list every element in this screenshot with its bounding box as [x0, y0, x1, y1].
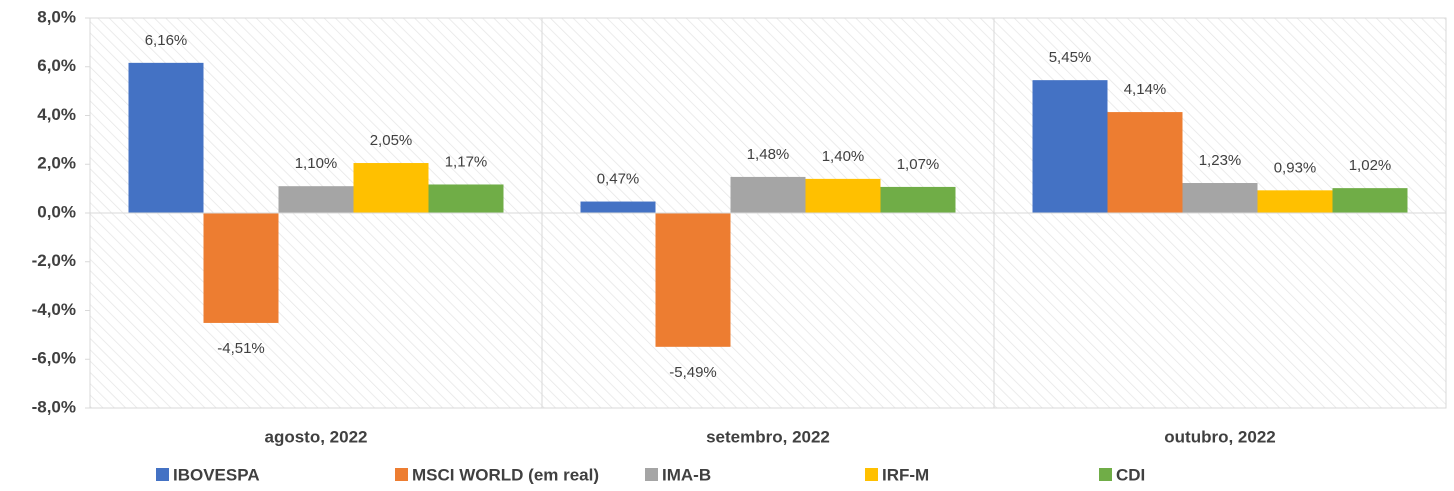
x-tick-label: agosto, 2022	[265, 427, 368, 446]
legend-label: IMA-B	[662, 465, 711, 484]
value-label: 6,16%	[145, 32, 188, 49]
x-tick-label: setembro, 2022	[706, 427, 830, 446]
bar	[1257, 190, 1333, 213]
bar	[730, 176, 806, 213]
bar	[428, 184, 504, 213]
bar	[1332, 188, 1408, 213]
y-tick-label: 4,0%	[37, 105, 76, 124]
y-tick-label: 2,0%	[37, 154, 76, 173]
legend-label: CDI	[1116, 465, 1145, 484]
value-label: 1,02%	[1349, 157, 1392, 174]
y-tick-label: 0,0%	[37, 202, 76, 221]
legend-label: IBOVESPA	[173, 465, 260, 484]
legend-swatch	[395, 468, 408, 481]
bar	[353, 163, 429, 213]
y-tick-label: 6,0%	[37, 56, 76, 75]
bar	[128, 62, 204, 213]
y-tick-label: -8,0%	[32, 397, 76, 416]
legend-swatch	[645, 468, 658, 481]
bar	[580, 201, 656, 213]
value-label: 4,14%	[1124, 81, 1167, 98]
bar	[655, 213, 731, 347]
bar	[805, 178, 881, 213]
bar	[1032, 80, 1108, 213]
value-label: 2,05%	[370, 132, 413, 149]
value-label: 5,45%	[1049, 49, 1092, 66]
bar	[1107, 112, 1183, 213]
legend-swatch	[865, 468, 878, 481]
value-label: -5,49%	[669, 364, 717, 381]
legend-swatch	[1099, 468, 1112, 481]
value-label: 1,07%	[897, 156, 940, 173]
legend-label: IRF-M	[882, 465, 929, 484]
value-label: 1,17%	[445, 153, 488, 170]
y-tick-label: -2,0%	[32, 251, 76, 270]
y-tick-label: 8,0%	[37, 7, 76, 26]
value-label: 1,10%	[295, 155, 338, 172]
value-label: 1,40%	[822, 148, 865, 165]
x-tick-label: outubro, 2022	[1164, 427, 1275, 446]
value-label: 0,47%	[597, 171, 640, 188]
value-label: -4,51%	[217, 340, 265, 357]
value-label: 1,48%	[747, 146, 790, 163]
value-label: 1,23%	[1199, 152, 1242, 169]
bar	[1182, 183, 1258, 213]
bar	[203, 213, 279, 323]
legend-label: MSCI WORLD (em real)	[412, 465, 599, 484]
value-label: 0,93%	[1274, 159, 1317, 176]
bar	[880, 186, 956, 213]
y-tick-label: -6,0%	[32, 349, 76, 368]
y-tick-label: -4,0%	[32, 300, 76, 319]
legend-swatch	[156, 468, 169, 481]
bar	[278, 186, 354, 213]
